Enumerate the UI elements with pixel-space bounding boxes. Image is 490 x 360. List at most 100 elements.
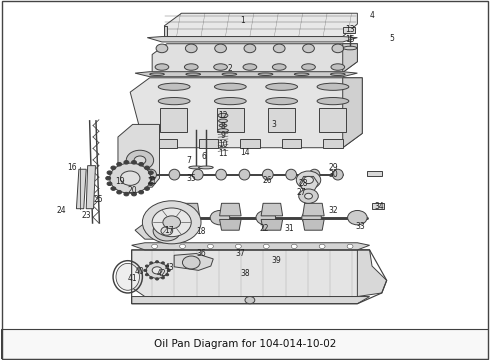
Polygon shape — [261, 203, 283, 216]
Circle shape — [148, 171, 153, 175]
Circle shape — [256, 211, 275, 225]
Circle shape — [139, 190, 144, 194]
Text: 7: 7 — [186, 156, 191, 165]
Polygon shape — [76, 169, 86, 209]
Polygon shape — [178, 220, 199, 230]
Ellipse shape — [214, 64, 227, 70]
Circle shape — [299, 189, 318, 203]
Ellipse shape — [272, 64, 286, 70]
Ellipse shape — [150, 73, 164, 76]
Polygon shape — [303, 220, 324, 230]
Ellipse shape — [266, 98, 297, 105]
Circle shape — [263, 244, 269, 248]
Circle shape — [126, 150, 154, 170]
Text: 40: 40 — [135, 267, 145, 276]
Circle shape — [121, 171, 140, 185]
Circle shape — [124, 161, 129, 164]
Circle shape — [145, 166, 149, 170]
Circle shape — [146, 265, 148, 267]
Ellipse shape — [158, 98, 190, 105]
Circle shape — [117, 162, 122, 166]
Ellipse shape — [317, 83, 349, 90]
Bar — [160, 108, 187, 132]
Polygon shape — [86, 166, 96, 209]
Polygon shape — [132, 250, 369, 297]
Circle shape — [347, 211, 367, 225]
Circle shape — [302, 211, 321, 225]
Circle shape — [161, 262, 164, 264]
Ellipse shape — [189, 166, 203, 169]
Text: 18: 18 — [196, 228, 206, 237]
Circle shape — [180, 244, 185, 248]
Circle shape — [273, 44, 285, 53]
Circle shape — [185, 44, 197, 53]
Text: 42: 42 — [157, 269, 167, 278]
Circle shape — [111, 187, 116, 190]
Ellipse shape — [286, 169, 296, 180]
Circle shape — [245, 297, 255, 304]
Ellipse shape — [169, 169, 180, 180]
Text: 1: 1 — [240, 16, 245, 25]
Bar — [319, 108, 346, 132]
Circle shape — [150, 277, 153, 279]
Text: 22: 22 — [260, 224, 270, 233]
Polygon shape — [164, 26, 167, 37]
Circle shape — [152, 208, 191, 237]
Text: 25: 25 — [94, 195, 103, 204]
Ellipse shape — [218, 113, 228, 118]
Ellipse shape — [193, 169, 203, 180]
Text: Oil Pan Diagram for 104-014-10-02: Oil Pan Diagram for 104-014-10-02 — [154, 339, 336, 349]
Circle shape — [244, 44, 256, 53]
Text: 16: 16 — [67, 163, 76, 172]
Text: 5: 5 — [389, 34, 394, 43]
Text: 14: 14 — [240, 148, 250, 157]
Circle shape — [110, 163, 151, 193]
Bar — [157, 139, 176, 148]
Circle shape — [305, 193, 313, 199]
Circle shape — [319, 244, 325, 248]
Ellipse shape — [294, 73, 309, 76]
Ellipse shape — [184, 64, 198, 70]
Text: 12: 12 — [218, 111, 228, 120]
Ellipse shape — [219, 119, 227, 123]
Polygon shape — [132, 243, 369, 250]
Text: 9: 9 — [220, 131, 225, 140]
Ellipse shape — [332, 169, 343, 180]
Text: 32: 32 — [328, 206, 338, 215]
Bar — [367, 171, 382, 176]
Text: 38: 38 — [240, 269, 250, 278]
Circle shape — [107, 182, 112, 185]
Polygon shape — [152, 44, 357, 72]
Polygon shape — [220, 203, 241, 216]
Text: 26: 26 — [262, 176, 272, 185]
Polygon shape — [261, 220, 283, 230]
Ellipse shape — [263, 169, 273, 180]
Bar — [240, 139, 260, 148]
Polygon shape — [357, 250, 387, 297]
Polygon shape — [343, 44, 357, 72]
Ellipse shape — [343, 46, 357, 50]
Circle shape — [347, 244, 353, 248]
Ellipse shape — [258, 73, 273, 76]
Bar — [0, 329, 490, 359]
Circle shape — [210, 211, 230, 225]
Circle shape — [139, 162, 144, 166]
Text: 11: 11 — [218, 149, 228, 158]
Text: 37: 37 — [235, 249, 245, 258]
Ellipse shape — [243, 64, 257, 70]
Circle shape — [332, 44, 343, 53]
Bar — [198, 139, 218, 148]
Ellipse shape — [216, 169, 226, 180]
Circle shape — [131, 161, 136, 164]
Circle shape — [208, 244, 213, 248]
Circle shape — [156, 44, 168, 53]
Ellipse shape — [116, 264, 140, 290]
Circle shape — [166, 274, 169, 276]
Text: 19: 19 — [116, 177, 125, 186]
Polygon shape — [174, 253, 213, 270]
Circle shape — [167, 269, 170, 271]
Circle shape — [150, 262, 153, 264]
Circle shape — [134, 156, 146, 165]
Ellipse shape — [218, 129, 228, 132]
Text: 28: 28 — [299, 179, 308, 188]
